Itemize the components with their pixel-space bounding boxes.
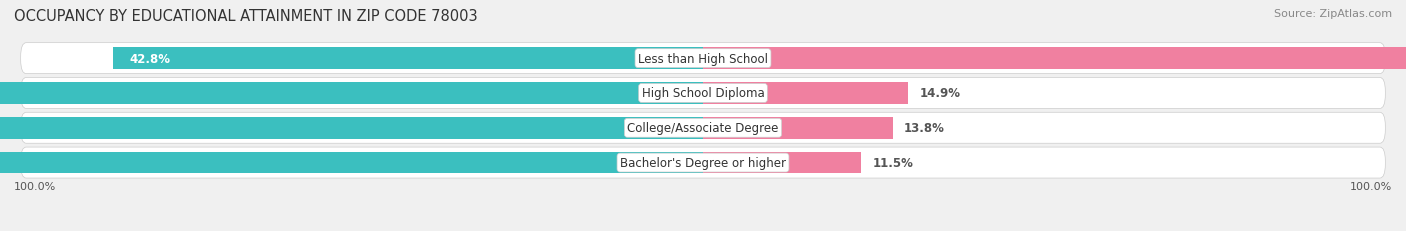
Bar bbox=[703, 48, 1406, 70]
FancyBboxPatch shape bbox=[21, 78, 1385, 109]
Bar bbox=[703, 83, 908, 104]
FancyBboxPatch shape bbox=[21, 147, 1385, 178]
Bar bbox=[0, 83, 703, 104]
Bar bbox=[114, 48, 703, 70]
Text: 11.5%: 11.5% bbox=[873, 156, 914, 169]
Text: College/Associate Degree: College/Associate Degree bbox=[627, 122, 779, 135]
Text: 42.8%: 42.8% bbox=[129, 52, 170, 65]
Text: 13.8%: 13.8% bbox=[904, 122, 945, 135]
Bar bbox=[703, 152, 862, 174]
Text: Source: ZipAtlas.com: Source: ZipAtlas.com bbox=[1274, 9, 1392, 19]
Text: 14.9%: 14.9% bbox=[920, 87, 960, 100]
Bar bbox=[703, 118, 893, 139]
Bar bbox=[0, 152, 703, 174]
Text: Less than High School: Less than High School bbox=[638, 52, 768, 65]
FancyBboxPatch shape bbox=[21, 113, 1385, 144]
Text: High School Diploma: High School Diploma bbox=[641, 87, 765, 100]
Text: 100.0%: 100.0% bbox=[14, 181, 56, 191]
Text: OCCUPANCY BY EDUCATIONAL ATTAINMENT IN ZIP CODE 78003: OCCUPANCY BY EDUCATIONAL ATTAINMENT IN Z… bbox=[14, 9, 478, 24]
Text: Bachelor's Degree or higher: Bachelor's Degree or higher bbox=[620, 156, 786, 169]
FancyBboxPatch shape bbox=[21, 43, 1385, 74]
Bar bbox=[0, 118, 703, 139]
Text: 100.0%: 100.0% bbox=[1350, 181, 1392, 191]
